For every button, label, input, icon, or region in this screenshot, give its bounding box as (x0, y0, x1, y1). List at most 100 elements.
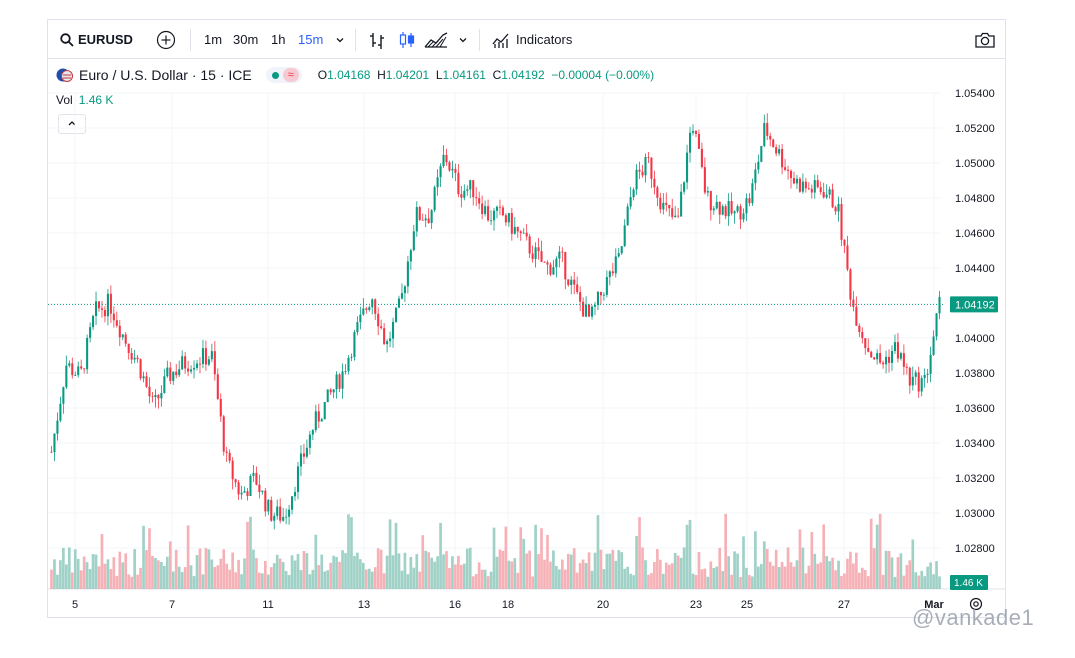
volume-bar (439, 522, 442, 589)
timeframe-1h[interactable]: 1h (271, 32, 286, 47)
volume-bar (201, 574, 205, 589)
gear-icon (969, 597, 983, 611)
timeframe-dropdown[interactable] (335, 20, 345, 59)
candle-body (650, 157, 653, 179)
candle-body (68, 363, 71, 366)
time-tick-label: 16 (449, 599, 461, 611)
candle-body (65, 365, 68, 388)
candle-body (736, 206, 739, 212)
volume-bar (433, 561, 436, 589)
candle-body (207, 359, 210, 365)
volume-bar (905, 565, 909, 589)
volume-bar (759, 564, 763, 589)
candles-chart-type-button[interactable] (398, 20, 416, 59)
volume-bar (118, 551, 122, 589)
candle-body (849, 269, 852, 300)
volume-bar (715, 566, 719, 589)
volume-bar (462, 563, 466, 589)
candle-body (172, 371, 175, 381)
volume-bar (311, 569, 315, 589)
candle-body (83, 368, 86, 370)
candle-body (555, 258, 558, 268)
volume-bar (855, 552, 858, 589)
timeframe-1m[interactable]: 1m (204, 32, 223, 47)
volume-bar (376, 548, 380, 589)
market-status-pill[interactable]: ≈ (265, 67, 302, 83)
time-axis-settings-button[interactable] (968, 590, 984, 618)
volume-bar (225, 563, 229, 589)
screenshot-button[interactable] (974, 20, 996, 59)
volume-bar (641, 547, 644, 589)
candle-body (347, 357, 350, 372)
candle-body (463, 190, 466, 198)
timeframe-15m[interactable]: 15m (298, 32, 324, 47)
candle-body (59, 403, 62, 421)
candle-body (789, 170, 793, 179)
volume-bar (323, 571, 327, 589)
volume-bar (519, 527, 523, 589)
indicators-button[interactable]: Indicators (491, 20, 572, 59)
open-value: 1.04168 (327, 68, 371, 82)
volume-bar (85, 562, 89, 589)
candle-body (341, 371, 344, 389)
candle-body (267, 499, 270, 512)
volume-bar (228, 569, 232, 589)
volume-bar (106, 559, 110, 589)
time-tick-label: 7 (169, 599, 175, 611)
volume-bar (361, 562, 365, 589)
candle-body (166, 367, 169, 377)
volume-bar (76, 558, 80, 589)
candle-body (653, 178, 656, 188)
bar-chart-type-button[interactable] (368, 20, 386, 59)
volume-bar (709, 561, 713, 589)
area-icon (424, 31, 448, 48)
market-open-dot-icon (271, 71, 279, 79)
volume-bar (560, 559, 564, 589)
volume-bar (142, 525, 145, 589)
volume-bar (596, 515, 600, 589)
candle-body (781, 149, 784, 168)
candle-body (142, 376, 145, 379)
volume-bar (852, 563, 855, 589)
instrument-name[interactable]: Euro / U.S. Dollar · 15 · ICE (79, 67, 252, 83)
area-chart-type-button[interactable] (424, 20, 448, 59)
candle-body (843, 239, 846, 246)
volume-bar (263, 561, 267, 589)
candle-body (504, 215, 507, 223)
volume-bar (477, 562, 481, 589)
time-tick-label: 5 (72, 599, 78, 611)
candle-body (911, 376, 914, 386)
volume-bar (543, 559, 546, 589)
price-tick-label: 1.04600 (955, 228, 995, 240)
volume-bar (656, 549, 659, 589)
volume-bar (807, 565, 811, 589)
candle-body (867, 348, 870, 352)
candle-body (210, 351, 213, 360)
chart-type-dropdown[interactable] (458, 20, 468, 59)
volume-bar (154, 557, 157, 589)
volume-bar (275, 554, 279, 589)
volume-bar (504, 526, 508, 589)
timeframe-30m[interactable]: 30m (233, 32, 259, 47)
candle-body (929, 354, 932, 374)
symbol-search[interactable]: EURUSD (60, 20, 133, 59)
candle-body (674, 215, 677, 217)
candle-body (926, 373, 929, 375)
volume-bar (109, 569, 113, 589)
candle-body (234, 479, 237, 483)
candle-body (626, 206, 629, 226)
volume-bar (857, 572, 861, 589)
volume-legend: Vol 1.46 K (56, 93, 113, 107)
volume-bar (350, 517, 353, 589)
collapse-legend-button[interactable] (58, 114, 86, 134)
candle-body (775, 147, 778, 154)
candle-body (121, 334, 124, 338)
volume-bar (736, 553, 739, 589)
volume-bar (347, 514, 350, 589)
candle-body (522, 232, 525, 234)
volume-bar (195, 555, 199, 589)
candle-body (567, 279, 570, 285)
compare-add-button[interactable] (156, 20, 176, 59)
candle-body (270, 499, 273, 521)
candle-body (546, 262, 549, 265)
